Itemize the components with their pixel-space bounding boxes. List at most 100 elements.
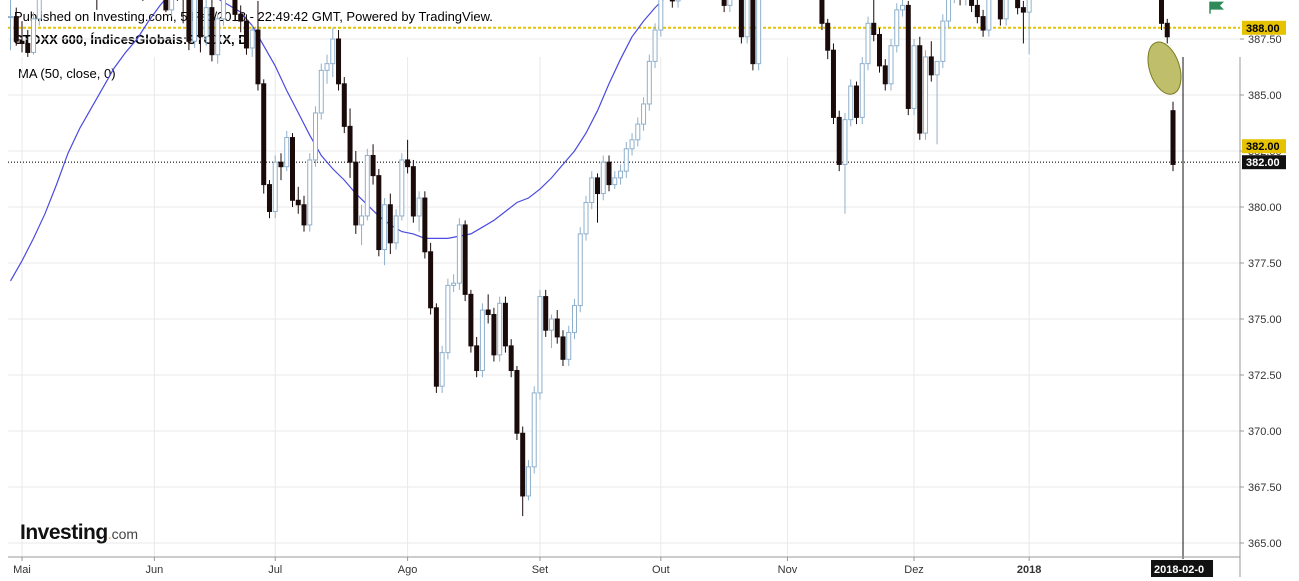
candle [940,14,946,69]
candle-body [675,0,681,2]
candle-body [606,161,612,186]
candle [894,3,900,53]
price-badge: 382.00 [1242,155,1286,170]
candle [502,296,508,353]
cursor-date-bg [1151,560,1214,577]
candle-body [410,166,416,217]
candle-body [289,137,295,201]
candle-body [646,60,652,105]
x-tick-label: Jul [268,564,282,576]
candle-body [819,0,825,24]
candle [560,330,566,367]
candle [19,21,25,53]
candle-body [278,161,284,168]
candle-body [295,199,301,206]
candle-body [744,0,750,38]
candle-body [491,314,497,356]
candle [353,151,359,234]
candle [301,195,307,232]
candle [416,191,422,232]
candle-body [738,0,744,38]
candle [410,159,416,223]
candle-body [618,170,624,179]
candle-body [353,161,359,226]
candle-body [853,85,859,118]
candle [980,9,986,37]
candle-body [370,154,376,177]
candle-body [209,7,215,56]
candle-body [186,0,192,42]
candle-body [836,116,842,165]
candle [525,460,531,501]
candle-body [249,29,255,49]
candle [600,155,606,201]
candle [946,0,952,28]
candle-body [623,148,629,172]
candle [911,39,917,116]
candle-body [324,63,330,71]
candle [986,0,992,37]
investing-logo: Investing.com [20,521,139,544]
candle-body [531,392,537,468]
candle [571,298,577,340]
candle-body [1159,0,1164,24]
candle-body [566,331,572,360]
candle [359,204,365,246]
candle [243,14,249,55]
candle-body [192,0,198,42]
candle [387,193,393,255]
candle [756,0,762,71]
candle [25,30,31,57]
annotations-layer [1147,1,1224,559]
candle-body [203,7,209,38]
candle-body [923,56,929,134]
candle-body [405,159,411,168]
candle [169,0,175,17]
candle-body [830,49,836,118]
price-badge-label: 382.00 [1246,157,1280,169]
candle [445,278,451,360]
candle-body [848,85,854,121]
candle [965,0,967,6]
candle [508,339,514,378]
candle [318,63,324,120]
candle [382,198,388,266]
candle [215,14,221,64]
y-axis: 407.50405.00402.50400.00397.50395.00392.… [1239,20,1286,577]
candle [232,0,238,22]
candle [220,0,226,26]
candle-body [341,83,347,127]
ma-indicator-label[interactable]: MA (50, close, 0) [18,66,116,81]
candle-body [974,4,980,18]
candle-body [393,215,399,244]
candle-body [163,0,169,11]
candle-body [243,20,249,49]
candle [428,242,434,315]
y-tick-label: 370.00 [1248,426,1282,438]
candle [721,0,727,13]
candle [959,0,961,6]
y-tick-label: 380.00 [1248,202,1282,214]
candle-body [497,302,503,356]
candle [370,144,376,185]
candle [1003,0,1009,26]
candle-body [882,65,888,85]
candle [905,0,911,116]
candle [272,155,278,219]
candle [192,0,198,48]
candle [514,366,520,440]
candle-body [756,0,762,65]
candle-body [612,177,618,186]
candle-body [525,466,531,497]
candle [186,0,192,51]
candle-body [445,284,451,354]
candle [871,0,877,42]
candle-body [313,112,319,161]
candle-body [980,16,986,31]
candle [1164,18,1170,44]
candle [953,0,955,4]
candle-body [859,63,865,118]
candle [974,0,980,24]
candle-body [301,204,307,226]
